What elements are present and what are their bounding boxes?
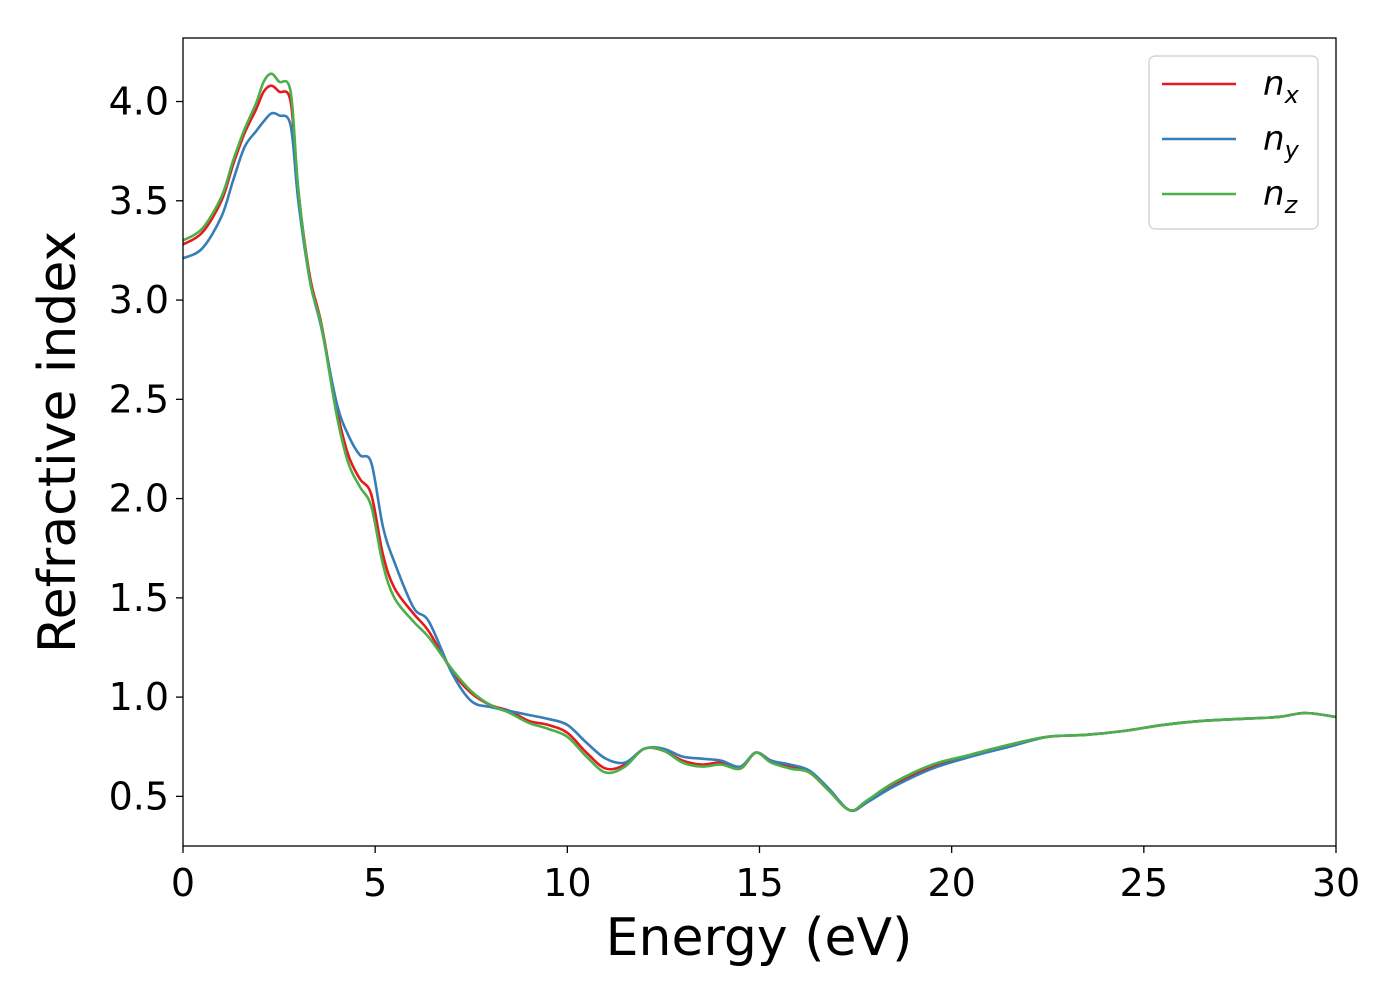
- y-axis: 0.5 1.0 1.5 2.0 2.5 3.0 3.5 4.0: [109, 80, 183, 818]
- x-tick-label: 5: [363, 861, 387, 905]
- legend-label-nx: nx: [1263, 64, 1300, 109]
- legend-label-nz: nz: [1263, 174, 1299, 219]
- x-tick-label: 15: [735, 861, 783, 905]
- legend-label-ny: ny: [1263, 119, 1300, 164]
- legend-items: nx ny nz: [1162, 64, 1300, 219]
- series-lines: [183, 72, 1336, 813]
- y-tick-label: 4.0: [109, 80, 169, 124]
- x-tick-label: 20: [927, 861, 975, 905]
- x-tick-label: 25: [1120, 861, 1168, 905]
- x-axis: 0 5 10 15 20 25 30: [171, 846, 1360, 905]
- y-tick-label: 1.0: [109, 675, 169, 719]
- series-line-nz: [183, 72, 1336, 812]
- y-tick-label: 0.5: [109, 774, 169, 818]
- y-tick-label: 2.0: [109, 477, 169, 521]
- x-tick-label: 30: [1312, 861, 1360, 905]
- series-line-ny: [183, 111, 1336, 813]
- y-tick-label: 3.5: [109, 179, 169, 223]
- x-axis-title: Energy (eV): [606, 908, 913, 968]
- x-tick-label: 10: [543, 861, 591, 905]
- x-tick-label: 0: [171, 861, 195, 905]
- legend-box: [1148, 55, 1319, 230]
- y-tick-label: 2.5: [109, 377, 169, 421]
- y-axis-title: Refractive index: [28, 231, 88, 653]
- y-tick-label: 1.5: [109, 576, 169, 620]
- legend: nx ny nz: [1148, 55, 1319, 230]
- y-tick-label: 3.0: [109, 278, 169, 322]
